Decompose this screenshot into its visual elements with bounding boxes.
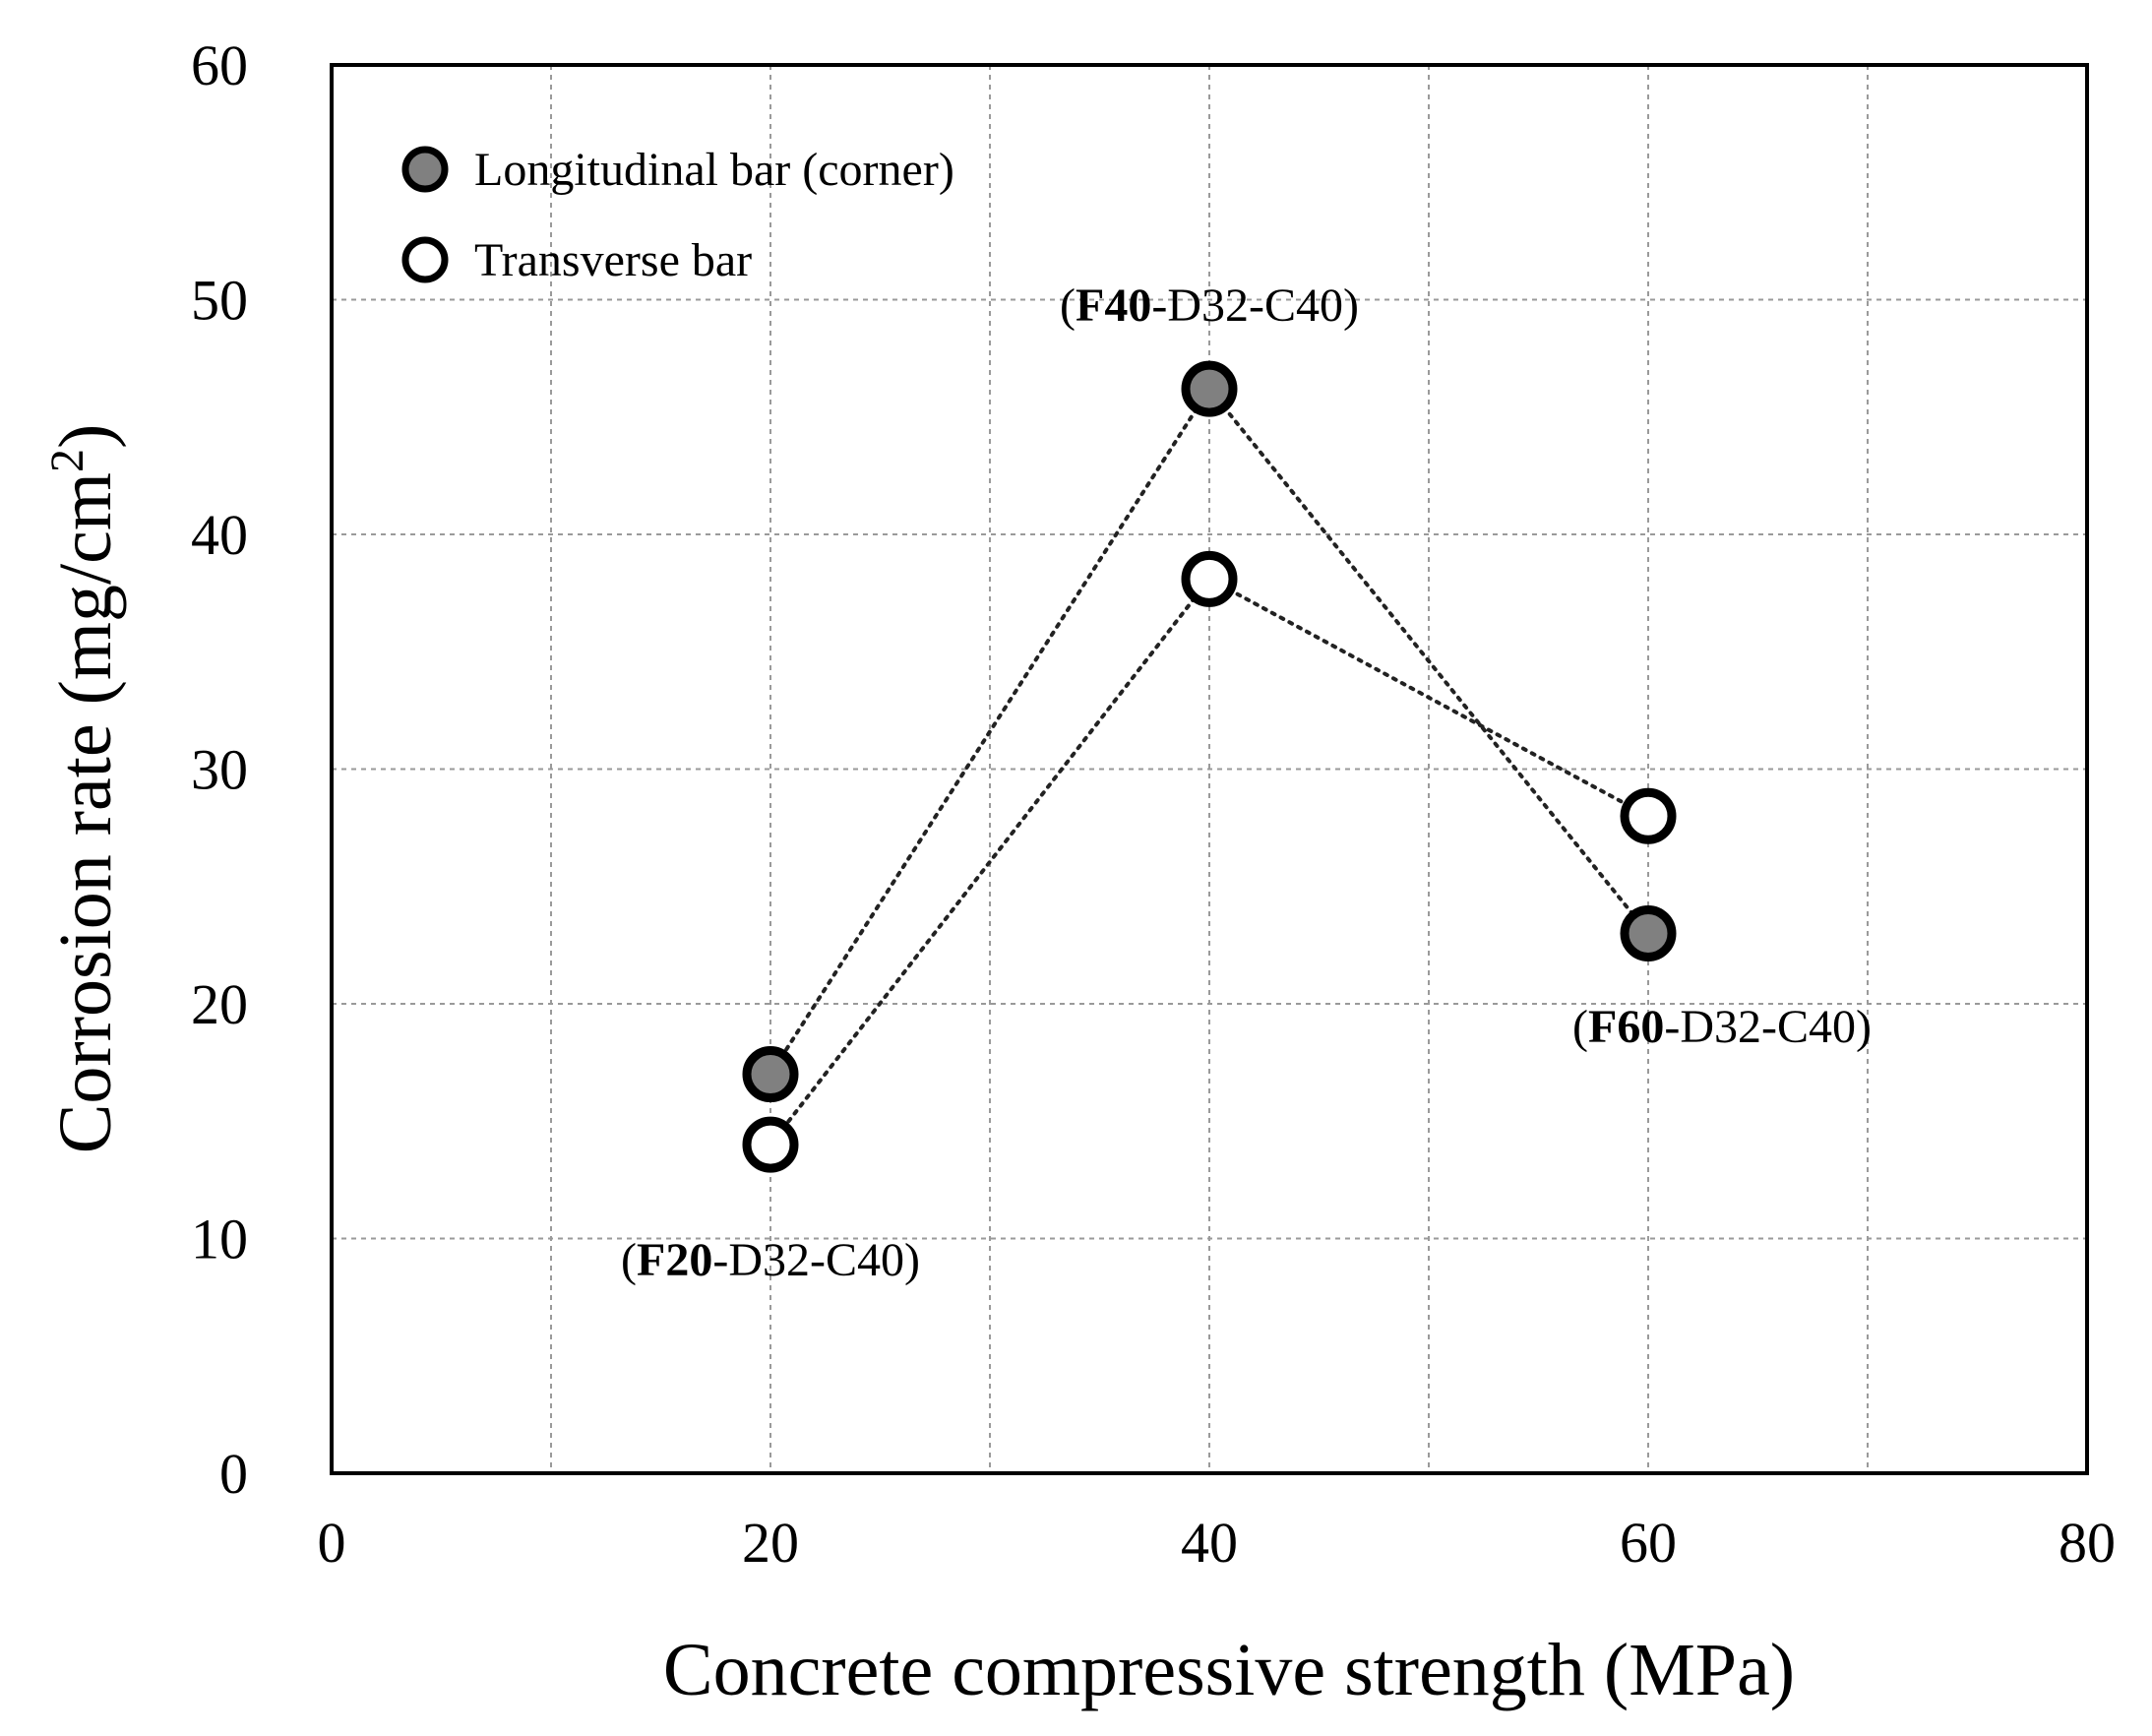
series-line-2 xyxy=(769,576,1650,1147)
legend-label-longitudinal: Longitudinal bar (corner) xyxy=(474,144,954,196)
specimen-label-rest: -D32-C40) xyxy=(1664,1001,1872,1053)
legend-label-transverse: Transverse bar xyxy=(474,234,752,286)
x-tick-label: 20 xyxy=(742,1511,799,1575)
longitudinal-bar-point xyxy=(1181,360,1238,417)
specimen-label-open: ( xyxy=(621,1234,637,1286)
series-line-1 xyxy=(769,385,1650,1077)
data-series xyxy=(742,360,1677,1173)
transverse-bar-point xyxy=(1181,550,1238,607)
longitudinal-bar-point xyxy=(742,1046,799,1103)
longitudinal-bar-point xyxy=(1620,904,1677,961)
annotations: (F20-D32-C40)(F40-D32-C40)(F60-D32-C40) xyxy=(621,279,1872,1286)
y-axis-tick-labels: 0 10 20 30 40 50 60 xyxy=(191,33,248,1506)
y-axis-title-main: Corrosion rate (mg/cm xyxy=(44,472,127,1153)
legend: Longitudinal bar (corner) Transverse bar xyxy=(401,144,954,286)
x-tick-label: 40 xyxy=(1181,1511,1238,1575)
y-tick-label: 60 xyxy=(191,33,248,97)
y-axis-title-close: ) xyxy=(44,424,127,449)
specimen-label-strength: F40 xyxy=(1076,279,1151,332)
x-tick-label: 0 xyxy=(318,1511,346,1575)
y-tick-label: 0 xyxy=(219,1442,248,1506)
y-tick-label: 20 xyxy=(191,972,248,1036)
x-axis-tick-labels: 0 20 40 60 80 xyxy=(318,1511,2117,1575)
legend-marker-transverse xyxy=(401,236,449,283)
y-tick-label: 50 xyxy=(191,269,248,333)
legend-marker-longitudinal xyxy=(401,146,449,193)
plot-area-frame xyxy=(330,63,2089,1475)
specimen-label-strength: F60 xyxy=(1588,1001,1664,1053)
specimen-label-strength: F20 xyxy=(637,1234,712,1286)
transverse-bar-point xyxy=(742,1116,799,1173)
specimen-label-rest: -D32-C40) xyxy=(1151,279,1359,332)
specimen-label-rest: -D32-C40) xyxy=(712,1234,920,1286)
x-tick-label: 80 xyxy=(2059,1511,2116,1575)
transverse-bar-point xyxy=(1620,787,1677,844)
y-axis-title-superscript: 2 xyxy=(41,449,93,472)
specimen-label: (F40-D32-C40) xyxy=(1060,279,1359,332)
y-tick-label: 40 xyxy=(191,503,248,567)
specimen-label: (F20-D32-C40) xyxy=(621,1234,920,1286)
specimen-label: (F60-D32-C40) xyxy=(1572,1001,1872,1053)
specimen-label-open: ( xyxy=(1060,279,1076,332)
grid xyxy=(332,65,2087,1473)
y-tick-label: 10 xyxy=(191,1208,248,1271)
y-axis-title: Corrosion rate (mg/cm2) xyxy=(41,424,127,1154)
y-tick-label: 30 xyxy=(191,738,248,802)
x-tick-label: 60 xyxy=(1620,1511,1677,1575)
x-axis-title: Concrete compressive strength (MPa) xyxy=(663,1629,1795,1711)
specimen-label-open: ( xyxy=(1572,1001,1588,1053)
